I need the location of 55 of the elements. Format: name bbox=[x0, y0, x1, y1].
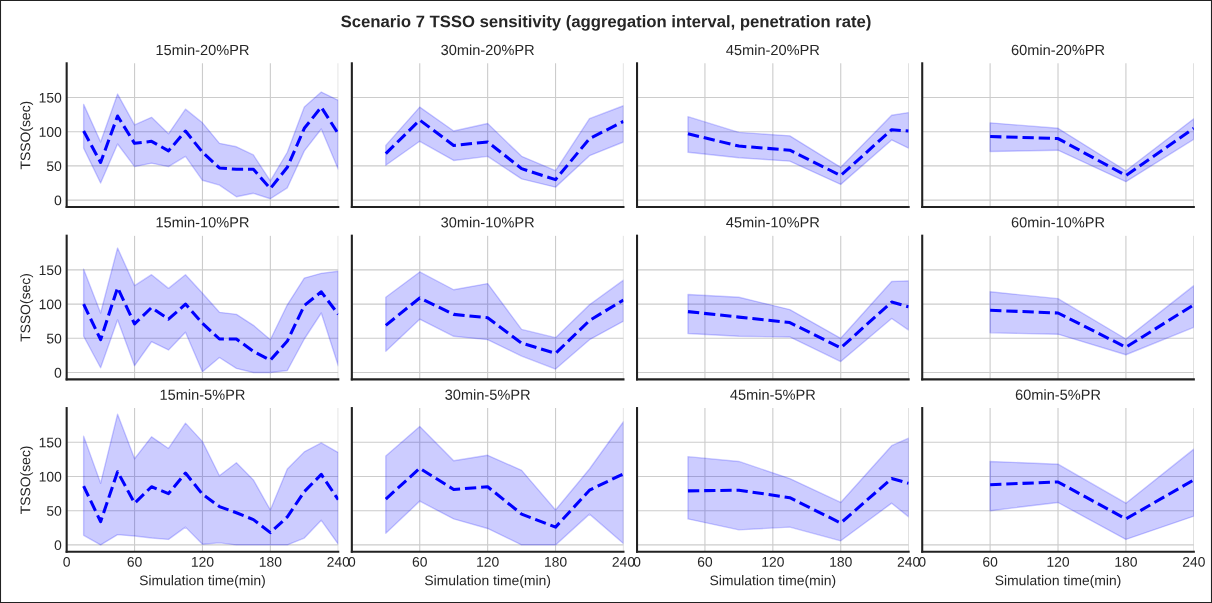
chart-title: 15min-5%PR bbox=[160, 389, 245, 400]
y-tick-label: 0 bbox=[54, 540, 62, 551]
chart-title: 45min-10%PR bbox=[726, 216, 820, 228]
y-axis-title: TSSO(sec) bbox=[20, 101, 34, 170]
y-tick-label: 50 bbox=[46, 333, 62, 344]
x-axis-title: Simulation time(min) bbox=[425, 575, 551, 589]
x-tick-label: 0 bbox=[63, 556, 70, 567]
y-tick-label: 100 bbox=[39, 471, 62, 482]
x-tick-label: 60 bbox=[412, 556, 427, 567]
x-tick-label: 60 bbox=[697, 556, 713, 567]
y-tick-label: 50 bbox=[46, 506, 62, 516]
line-series bbox=[82, 105, 339, 191]
x-tick-label: 120 bbox=[1047, 556, 1070, 567]
x-tick-label: 180 bbox=[545, 556, 567, 567]
line-series bbox=[82, 470, 339, 535]
x-tick-label: 60 bbox=[983, 556, 998, 567]
x-tick-label: 120 bbox=[191, 556, 214, 567]
x-tick-label: 0 bbox=[633, 556, 641, 567]
chart-title: 30min-10%PR bbox=[441, 216, 534, 228]
x-tick-label: 60 bbox=[127, 556, 142, 567]
x-axis-title: Simulation time(min) bbox=[995, 575, 1121, 589]
chart-title: 30min-5%PR bbox=[445, 389, 530, 400]
x-tick-label: 240 bbox=[897, 556, 920, 567]
chart-title: 45min-5%PR bbox=[730, 389, 816, 400]
x-tick-label: 180 bbox=[830, 556, 852, 567]
x-tick-label: 240 bbox=[1182, 556, 1205, 567]
y-tick-label: 150 bbox=[39, 92, 62, 103]
x-tick-label: 240 bbox=[612, 556, 635, 567]
chart-title: 15min-20%PR bbox=[156, 44, 249, 56]
chart-title: 15min-10%PR bbox=[156, 216, 249, 228]
y-axis-title: TSSO(sec) bbox=[20, 446, 34, 514]
y-tick-label: 100 bbox=[39, 299, 62, 310]
x-axis-title: Simulation time(min) bbox=[710, 575, 836, 589]
x-tick-label: 180 bbox=[1115, 556, 1137, 567]
x-tick-label: 120 bbox=[477, 556, 499, 567]
y-tick-label: 0 bbox=[54, 195, 62, 206]
x-tick-label: 120 bbox=[762, 556, 784, 567]
chart-title: 60min-20%PR bbox=[1011, 44, 1105, 56]
chart-title: 30min-20%PR bbox=[441, 44, 534, 56]
x-tick-label: 0 bbox=[348, 556, 356, 567]
y-tick-label: 0 bbox=[54, 367, 62, 378]
text: Scenario 7 TSSO sensitivity (aggregation interval, penetration rate) bbox=[341, 15, 871, 31]
chart-title: 45min-20%PR bbox=[726, 44, 820, 56]
y-axis-title: TSSO(sec) bbox=[20, 274, 34, 342]
y-tick-label: 150 bbox=[39, 265, 62, 276]
x-axis-title: Simulation time(min) bbox=[139, 575, 265, 589]
chart-title: 60min-5%PR bbox=[1015, 389, 1101, 400]
y-tick-label: 150 bbox=[39, 437, 62, 448]
line-series bbox=[82, 286, 339, 362]
x-tick-label: 0 bbox=[918, 556, 926, 567]
x-tick-label: 240 bbox=[327, 556, 350, 567]
y-tick-label: 50 bbox=[46, 161, 62, 172]
chart-title: 60min-10%PR bbox=[1011, 216, 1105, 228]
x-tick-label: 180 bbox=[259, 556, 282, 567]
y-tick-label: 100 bbox=[39, 127, 62, 137]
